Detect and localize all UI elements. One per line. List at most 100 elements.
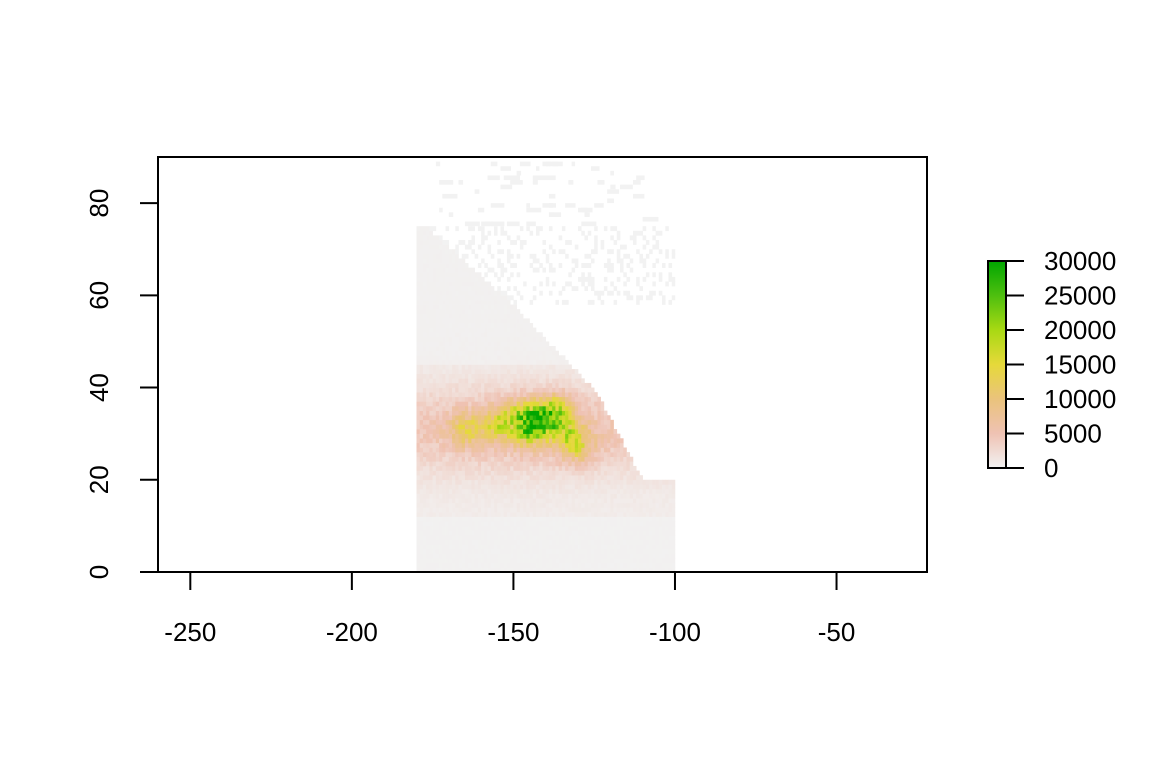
raster-cell [632, 230, 637, 236]
raster-cell [552, 415, 556, 421]
raster-cell [555, 396, 559, 402]
raster-cell [503, 387, 508, 393]
raster-cell [555, 465, 559, 471]
raster-cell [471, 516, 475, 522]
raster-cell [452, 502, 456, 508]
raster-cell [613, 502, 618, 508]
raster-cell [445, 272, 450, 278]
raster-cell [468, 281, 472, 287]
raster-cell [448, 489, 453, 494]
raster-cell [494, 438, 498, 444]
raster-cell [500, 166, 511, 171]
raster-cell [565, 484, 569, 490]
raster-cell [552, 249, 556, 255]
raster-cell [568, 447, 572, 453]
raster-cell [542, 456, 547, 462]
raster-cell [481, 493, 485, 499]
raster-cell [545, 521, 550, 527]
raster-cell [477, 327, 482, 333]
raster-cell [519, 525, 524, 531]
raster-cell [429, 313, 433, 319]
raster-cell [461, 424, 466, 430]
raster-cell [555, 429, 559, 434]
raster-cell [655, 525, 660, 531]
raster-cell [455, 433, 459, 439]
raster-cell [416, 350, 421, 356]
raster-cell [497, 346, 501, 351]
raster-cell [536, 567, 540, 573]
raster-cell [484, 295, 488, 301]
raster-cell [532, 401, 537, 407]
raster-cell [613, 516, 618, 522]
raster-cell [484, 498, 488, 504]
raster-cell [429, 452, 433, 458]
raster-cell [416, 470, 421, 476]
raster-cell [532, 341, 537, 347]
raster-cell [571, 516, 576, 522]
raster-cell [471, 364, 475, 370]
raster-cell [552, 516, 556, 522]
raster-cell [597, 424, 601, 430]
raster-cell [568, 401, 572, 407]
raster-cell [584, 493, 589, 499]
raster-cell [523, 392, 527, 398]
raster-cell [442, 258, 446, 264]
raster-cell [416, 516, 421, 522]
raster-cell [610, 461, 614, 467]
raster-cell [474, 313, 479, 319]
raster-cell [416, 258, 421, 264]
raster-cell [484, 521, 488, 527]
raster-cell [578, 558, 582, 564]
raster-cell [422, 479, 427, 485]
raster-cell [452, 249, 456, 255]
raster-cell [536, 558, 540, 564]
raster-cell [503, 521, 508, 527]
raster-cell [468, 364, 472, 370]
raster-cell [555, 392, 559, 398]
raster-cell [419, 406, 424, 411]
raster-cell [571, 410, 576, 416]
raster-cell [532, 180, 538, 185]
raster-cell [616, 562, 621, 568]
raster-cell [477, 539, 482, 545]
raster-cell [481, 452, 485, 458]
raster-cell [658, 493, 663, 499]
raster-cell [497, 452, 501, 458]
raster-cell [571, 567, 576, 573]
raster-cell [539, 489, 543, 494]
raster-cell [471, 350, 475, 356]
raster-cell [452, 484, 456, 490]
raster-cell [468, 276, 472, 282]
raster-cell [468, 548, 472, 554]
raster-cell [435, 447, 440, 453]
raster-cell [529, 429, 534, 434]
raster-cell [484, 516, 488, 522]
raster-cell [494, 535, 498, 541]
raster-cell [484, 309, 488, 315]
raster-cell [481, 535, 485, 541]
raster-cell [461, 470, 466, 476]
raster-cell [442, 290, 446, 296]
raster-cell [671, 276, 676, 282]
raster-cell [539, 452, 543, 458]
raster-cell [597, 415, 601, 421]
raster-cell [548, 378, 553, 384]
raster-cell [435, 341, 440, 347]
raster-cell [497, 438, 501, 444]
raster-cell [445, 323, 450, 328]
raster-cell [590, 484, 595, 490]
raster-cell [532, 493, 537, 499]
raster-cell [578, 475, 582, 481]
raster-cell [629, 521, 634, 527]
raster-cell [474, 567, 479, 573]
raster-cell [510, 336, 514, 342]
raster-cell [481, 465, 485, 471]
raster-cell [587, 438, 592, 444]
raster-cell [616, 452, 621, 458]
raster-cell [494, 544, 498, 550]
raster-cell [565, 456, 569, 462]
raster-cell [536, 382, 540, 388]
raster-cell [513, 240, 517, 245]
raster-cell [584, 447, 589, 453]
raster-cell [429, 226, 433, 232]
